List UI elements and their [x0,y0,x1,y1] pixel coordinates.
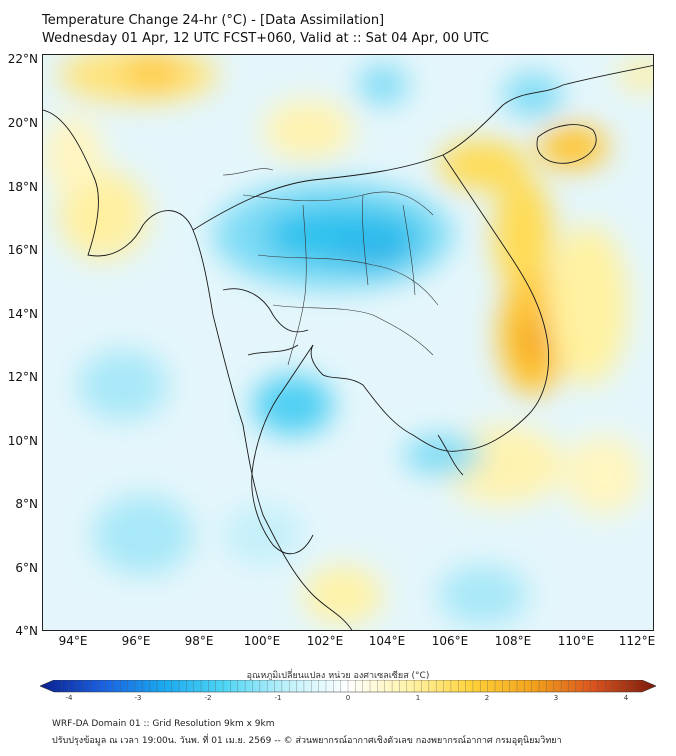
lat-label: 20°N [7,116,38,130]
lon-label: 102°E [306,634,344,648]
map-panel [42,54,654,631]
lat-label: 10°N [7,434,38,448]
title-line-2: Wednesday 01 Apr, 12 UTC FCST+060, Valid… [42,31,489,46]
title-line-1: Temperature Change 24-hr (°C) - [Data As… [42,13,385,28]
lat-label: 22°N [7,52,38,66]
lon-label: 106°E [431,634,469,648]
colorbar-tick: 2 [484,694,490,702]
lon-label: 104°E [368,634,406,648]
lon-label: 94°E [58,634,88,648]
colorbar-tick: -1 [274,694,282,702]
footer-line-2: ปรับปรุงข้อมูล ณ เวลา 19:00น. วันพ. ที่ … [52,736,562,746]
colorbar-label: อุณหภูมิเปลี่ยนแปลง หน่วย องศาเซลเซียส (… [246,671,430,681]
lat-label: 8°N [15,497,38,511]
lat-label: 6°N [15,561,38,575]
lat-label: 18°N [7,180,38,194]
admin-borders [222,168,439,366]
lon-label: 108°E [494,634,532,648]
lon-label: 100°E [243,634,281,648]
colorbar-tick: -3 [134,694,142,702]
lon-label: 96°E [121,634,151,648]
coastlines [43,64,653,630]
colorbar-tick: 3 [553,694,559,702]
colorbar-tick: -2 [204,694,212,702]
lon-label: 112°E [618,634,656,648]
footer-line-1: WRF-DA Domain 01 :: Grid Resolution 9km … [52,719,275,729]
colorbar-tick: 4 [623,694,629,702]
colorbar-segments [61,680,635,692]
lon-label: 98°E [184,634,214,648]
colorbar-tick: -4 [65,694,73,702]
temperature-anomaly-blobs [43,55,653,625]
lat-label: 14°N [7,307,38,321]
temperature-field-map [43,55,653,630]
colorbar [40,680,656,693]
chart-title: Temperature Change 24-hr (°C) - [Data As… [42,12,489,48]
colorbar-tick: 1 [415,694,421,702]
lat-label: 4°N [15,624,38,638]
lat-label: 16°N [7,243,38,257]
lon-label: 110°E [557,634,595,648]
lat-label: 12°N [7,370,38,384]
colorbar-tick: 0 [345,694,351,702]
